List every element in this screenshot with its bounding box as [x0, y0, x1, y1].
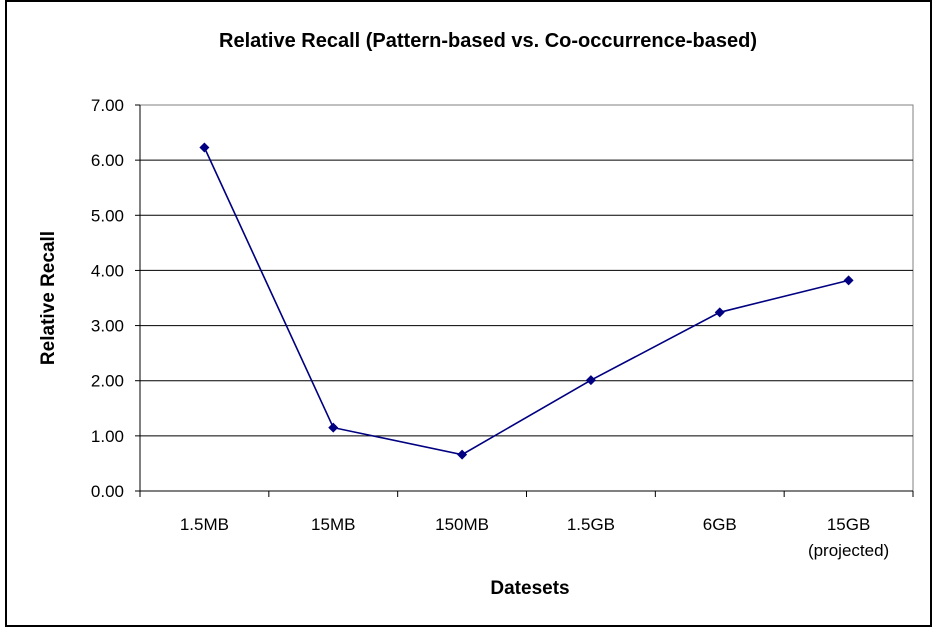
y-tick-label: 2.00: [91, 372, 124, 391]
x-axis-title: Datesets: [490, 578, 569, 599]
plot-area: [139, 104, 914, 492]
x-tick-label: 15MB: [311, 515, 355, 534]
x-axis-ticks: 1.5MB 15MB 150MB 1.5GB 6GB 15GB (projected): [139, 490, 914, 560]
y-axis-title: Relative Recall: [38, 231, 59, 365]
y-tick-label: 0.00: [91, 482, 124, 501]
y-tick-label: 3.00: [91, 317, 124, 336]
x-tick-label: 6GB: [703, 515, 737, 534]
data-point: [457, 449, 468, 460]
x-tick-label: 1.5MB: [180, 515, 229, 534]
y-axis-ticks: 0.00 1.00 2.00 3.00 4.00 5.00 6.00 7.00: [91, 96, 141, 501]
x-tick-label: 1.5GB: [567, 515, 615, 534]
gridlines: [140, 159, 913, 437]
y-tick-label: 7.00: [91, 96, 124, 115]
y-tick-label: 4.00: [91, 261, 124, 280]
data-point: [585, 375, 596, 386]
data-point: [328, 422, 339, 433]
x-tick-label: 15GB: [827, 515, 870, 534]
y-tick-label: 1.00: [91, 427, 124, 446]
data-point: [199, 142, 210, 153]
data-point: [843, 275, 854, 286]
series-group: [199, 142, 854, 460]
chart-title: Relative Recall (Pattern-based vs. Co-oc…: [219, 30, 757, 52]
x-tick-label: 150MB: [435, 515, 489, 534]
x-tick-label: (projected): [808, 541, 889, 560]
y-tick-label: 5.00: [91, 206, 124, 225]
series-line: [203, 147, 849, 456]
data-point: [714, 307, 725, 318]
y-tick-label: 6.00: [91, 151, 124, 170]
